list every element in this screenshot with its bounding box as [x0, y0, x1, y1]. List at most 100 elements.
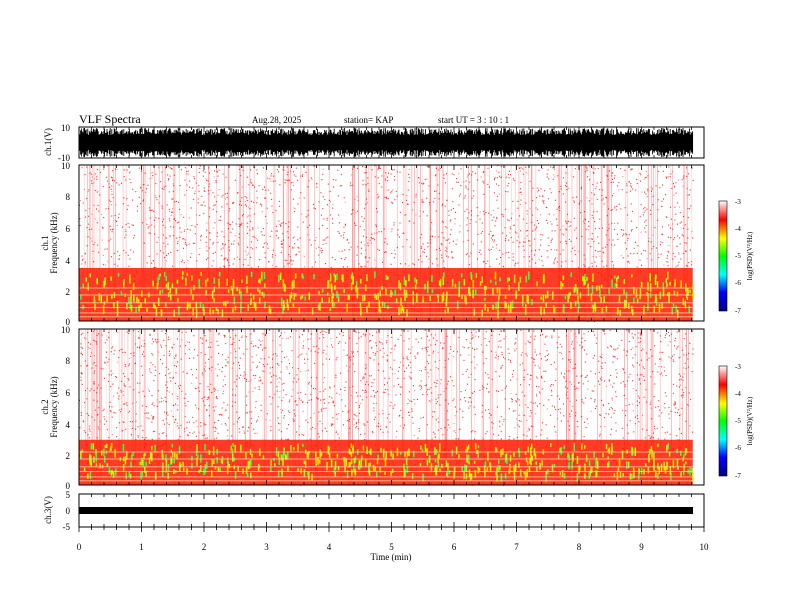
ch2-speckle	[187, 400, 189, 403]
ch1-activity	[215, 306, 218, 312]
ch1-speckle	[114, 214, 116, 217]
ch1-streak	[253, 165, 255, 321]
ch1-speckle	[515, 231, 516, 233]
ch1-speckle	[229, 207, 231, 210]
ch1-activity	[416, 293, 418, 303]
ch2-speckle	[511, 401, 513, 403]
ch2-speckle	[503, 421, 505, 423]
ch1-speckle	[294, 243, 296, 245]
ch1-speckle	[315, 261, 316, 263]
ch2-speckle	[349, 359, 351, 361]
ch2-speckle	[491, 334, 493, 336]
ch2-speckle	[363, 423, 365, 425]
ch1-speckle	[140, 203, 142, 205]
ch1-activity	[321, 297, 323, 304]
ch1-speckle	[190, 256, 191, 258]
ch1-speckle	[238, 204, 240, 206]
ch1-speckle	[300, 175, 302, 177]
ch1-streak	[565, 165, 567, 321]
ch2-speckle	[269, 396, 271, 398]
ch2-speckle	[194, 387, 196, 389]
ch1-activity	[94, 300, 96, 304]
ch2-speckle	[378, 425, 379, 428]
ch1-speckle	[153, 226, 155, 228]
ch1-speckle	[473, 195, 475, 197]
ch1-speckle	[272, 254, 273, 256]
ch1-speckle	[387, 176, 388, 178]
ch1-speckle	[248, 184, 250, 186]
ch2-speckle	[676, 385, 678, 387]
ch1-streak	[283, 165, 285, 321]
ch1-activity	[461, 273, 463, 278]
ch2-speckle	[498, 434, 500, 436]
ch1-speckle	[522, 168, 524, 170]
ch1-speckle	[665, 216, 667, 218]
ch1-speckle	[586, 169, 588, 172]
ch1-speckle	[244, 258, 246, 261]
ch2-speckle	[239, 357, 241, 359]
ch2-speckle	[204, 370, 206, 372]
ch1-speckle	[242, 166, 243, 168]
ch1-speckle	[112, 229, 114, 231]
ch1-speckle	[321, 214, 322, 216]
ch1-speckle	[298, 247, 300, 249]
ch1-speckle	[320, 192, 322, 194]
ch1-activity	[106, 295, 108, 302]
ch1-speckle	[138, 196, 140, 198]
ch1-speckle	[540, 188, 542, 190]
ch2-speckle	[243, 371, 245, 373]
ch2-speckle	[439, 359, 441, 361]
ch1-activity	[400, 308, 402, 314]
ch2-speckle	[659, 373, 661, 375]
ch1-speckle	[445, 250, 447, 252]
ch2-speckle	[392, 407, 394, 409]
ch2-speckle	[321, 423, 323, 425]
ch2-speckle	[228, 417, 230, 419]
ch2-speckle	[527, 373, 529, 375]
ch2-speckle	[498, 333, 500, 336]
ch2-speckle	[236, 378, 238, 381]
ch1-activity	[336, 291, 338, 298]
ch1-streak	[196, 165, 197, 321]
ch2-speckle	[573, 347, 575, 350]
ch1-streak	[113, 165, 114, 321]
ch1-speckle	[313, 207, 315, 209]
ch2-speckle	[168, 336, 170, 338]
ch1-speckle	[678, 261, 680, 263]
ch1-speckle	[545, 206, 547, 208]
ch1-speckle	[149, 209, 151, 211]
ch1-speckle	[229, 187, 231, 189]
ch1-speckle	[254, 167, 256, 169]
ch1-activity	[374, 271, 376, 279]
ch1-streak	[358, 165, 359, 321]
ch1-speckle	[208, 193, 210, 195]
ch1-speckle	[459, 195, 461, 197]
ch1-freq-tick-8: 8	[66, 192, 71, 202]
ch1-streak	[515, 165, 516, 321]
ch1-speckle	[594, 261, 596, 263]
ch1-speckle	[285, 223, 287, 225]
ch1-activity	[665, 278, 668, 284]
ch1-speckle	[453, 240, 454, 242]
ch1-speckle	[393, 169, 395, 171]
ch1-speckle	[673, 185, 675, 187]
ch1-streak	[503, 165, 504, 321]
ch1-narrowband-line	[79, 312, 693, 314]
ch2-speckle	[633, 337, 634, 339]
ch1-speckle	[223, 236, 225, 238]
ch2-speckle	[151, 421, 153, 423]
ch1-speckle	[349, 185, 351, 187]
ch1-activity	[141, 290, 143, 297]
ch1-speckle	[115, 204, 117, 206]
ch1-speckle	[608, 208, 609, 210]
ch1-speckle	[565, 260, 567, 262]
ch1-activity	[667, 292, 669, 297]
ch1-speckle	[195, 182, 197, 184]
ch1-speckle	[493, 179, 495, 181]
ch1-activity	[605, 306, 608, 312]
ch2-speckle	[600, 376, 602, 378]
ch1-streak	[376, 165, 378, 321]
ch1-speckle	[377, 169, 379, 171]
ch2-speckle	[536, 395, 538, 398]
ch1-speckle	[327, 183, 329, 185]
